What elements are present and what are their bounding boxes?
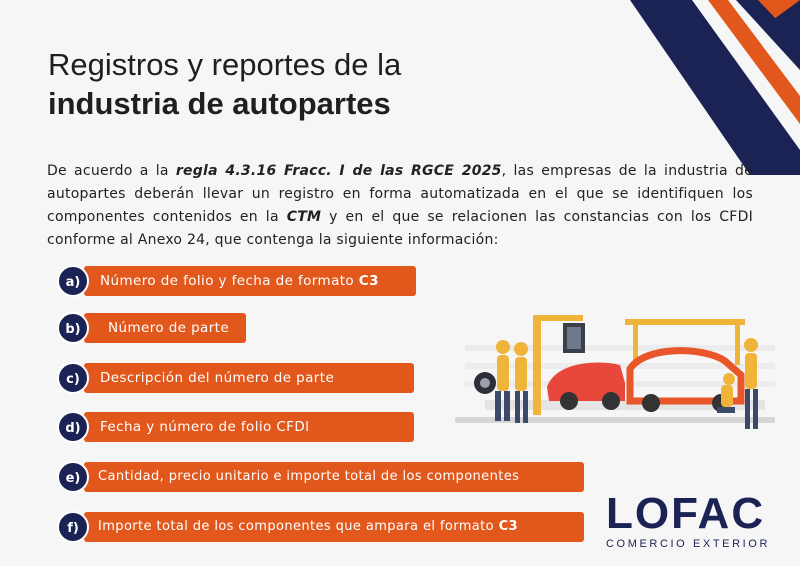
intro-rule-reference: regla 4.3.16 Fracc. I de las RGCE 2025 <box>175 163 502 179</box>
list-badge-a: a) <box>57 265 89 297</box>
car-assembly-line-illustration <box>455 315 775 429</box>
intro-text-3: y en el que se relacionen las constancia… <box>47 209 753 248</box>
list-text-f: Importe total de los componentes que amp… <box>98 519 499 534</box>
list-bar-a: Número de folio y fecha de formato C3 <box>84 266 416 296</box>
list-text-a: Número de folio y fecha de formato <box>100 273 359 289</box>
list-bar-e: Cantidad, precio unitario e importe tota… <box>84 462 584 492</box>
list-badge-e: e) <box>57 461 89 493</box>
intro-paragraph: De acuerdo a la regla 4.3.16 Fracc. I de… <box>47 160 753 252</box>
list-bar-b: Número de parte <box>84 313 246 343</box>
list-text-e: Cantidad, precio unitario e importe tota… <box>98 469 520 484</box>
corner-stripes-decoration <box>630 0 800 175</box>
intro-ctm: CTM <box>286 209 322 225</box>
intro-text-2: , las empresas de la industria de autopa… <box>47 163 754 225</box>
list-badge-b: b) <box>57 312 89 344</box>
list-text-d: Fecha y número de folio CFDI <box>100 419 310 435</box>
list-badge-c: c) <box>57 362 89 394</box>
list-bar-d: Fecha y número de folio CFDI <box>84 412 414 442</box>
title-line-2: industria de autopartes <box>48 86 391 121</box>
company-logo: LOFAC COMERCIO EXTERIOR <box>606 492 776 558</box>
list-badge-d: d) <box>57 411 89 443</box>
intro-text-1: De acuerdo a la <box>47 163 176 179</box>
list-text-c: Descripción del número de parte <box>100 370 335 386</box>
list-bar-c: Descripción del número de parte <box>84 363 414 393</box>
list-bar-f: Importe total de los componentes que amp… <box>84 512 584 542</box>
list-bold-f: C3 <box>498 519 518 534</box>
list-text-b: Número de parte <box>108 320 230 336</box>
logo-wordmark: LOFAC <box>606 489 766 538</box>
list-badge-f: f) <box>57 511 89 543</box>
logo-subtitle: COMERCIO EXTERIOR <box>606 538 770 550</box>
page-title: Registros y reportes de la industria de … <box>48 46 401 124</box>
title-line-1: Registros y reportes de la <box>48 47 402 82</box>
list-bold-a: C3 <box>358 273 379 289</box>
